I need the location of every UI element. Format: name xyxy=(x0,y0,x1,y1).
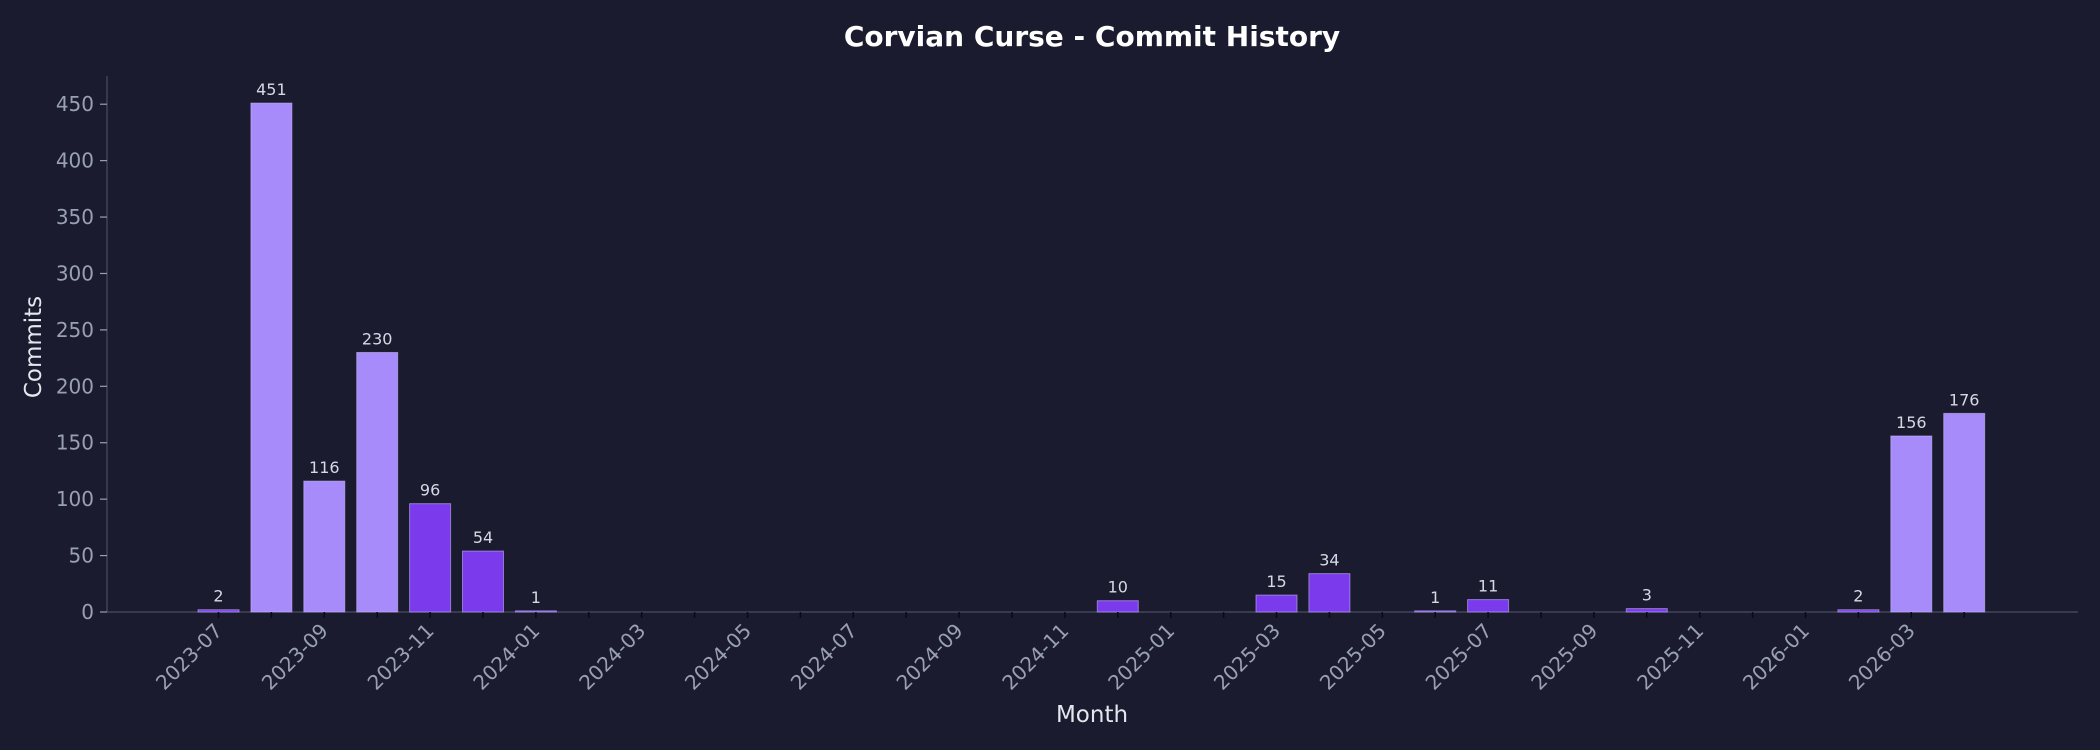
data-label: 15 xyxy=(1266,572,1286,591)
x-axis-label: Month xyxy=(1056,702,1128,728)
data-label: 116 xyxy=(309,458,340,477)
x-tick-label: 2025-03 xyxy=(1209,619,1285,695)
data-label: 3 xyxy=(1642,586,1652,605)
data-label: 34 xyxy=(1319,551,1339,570)
bar xyxy=(356,351,399,613)
bar xyxy=(1414,610,1457,613)
data-label: 96 xyxy=(420,481,440,500)
x-tick-label: 2024-07 xyxy=(786,619,862,695)
data-label: 2 xyxy=(1853,587,1863,606)
x-tick-label: 2023-09 xyxy=(257,619,333,695)
y-tick-label: 0 xyxy=(81,600,94,624)
x-tick-label: 2025-01 xyxy=(1103,619,1179,695)
x-tick-label: 2023-07 xyxy=(151,619,227,695)
x-tick-label: 2025-09 xyxy=(1526,619,1602,695)
y-tick-label: 300 xyxy=(56,261,94,285)
x-tick-label: 2026-03 xyxy=(1844,619,1920,695)
y-tick-label: 250 xyxy=(56,318,94,342)
data-label: 1 xyxy=(1430,588,1440,607)
x-tick-label: 2024-05 xyxy=(680,619,756,695)
bar xyxy=(1096,600,1139,613)
bar xyxy=(197,609,240,613)
plot-area: 0 50 100 150 200 250 300 350 400 450 2 451 116 230 96 5… xyxy=(56,76,2078,695)
data-label: 451 xyxy=(256,80,287,99)
y-tick-label: 350 xyxy=(56,205,94,229)
data-label: 54 xyxy=(473,528,493,547)
bar xyxy=(514,610,557,613)
bar xyxy=(1837,609,1880,613)
y-tick-label: 400 xyxy=(56,149,94,173)
y-tick-label: 200 xyxy=(56,374,94,398)
chart-title: Corvian Curse - Commit History xyxy=(844,20,1340,53)
bar xyxy=(303,480,346,613)
y-tick-label: 100 xyxy=(56,487,94,511)
bar xyxy=(462,550,504,613)
y-tick-label: 450 xyxy=(56,92,94,116)
bar xyxy=(1467,599,1510,613)
data-label: 2 xyxy=(213,587,223,606)
x-tick-label: 2023-11 xyxy=(363,619,439,695)
y-axis-label: Commits xyxy=(21,296,47,398)
x-tick-label: 2024-09 xyxy=(892,619,968,695)
x-tick-label: 2025-07 xyxy=(1421,619,1497,695)
y-tick-label: 50 xyxy=(69,544,94,568)
data-label: 176 xyxy=(1949,390,1980,409)
x-tick-label: 2024-11 xyxy=(997,619,1073,695)
data-label: 156 xyxy=(1896,413,1927,432)
bar xyxy=(1308,573,1351,613)
bar xyxy=(1625,608,1668,613)
data-label: 230 xyxy=(362,329,393,348)
x-tick-label: 2024-03 xyxy=(574,619,650,695)
bar xyxy=(1943,412,1986,613)
x-tick-label: 2024-01 xyxy=(468,619,544,695)
data-label: 1 xyxy=(531,588,541,607)
x-tick-label: 2025-11 xyxy=(1632,619,1708,695)
data-label: 10 xyxy=(1108,578,1128,597)
x-tick-label: 2026-01 xyxy=(1738,619,1814,695)
bar xyxy=(1255,594,1298,613)
bar xyxy=(409,503,452,613)
bar xyxy=(1890,435,1933,613)
data-label: 11 xyxy=(1478,577,1498,596)
bar xyxy=(250,102,293,613)
y-tick-label: 150 xyxy=(56,431,94,455)
x-tick-label: 2025-05 xyxy=(1315,619,1391,695)
